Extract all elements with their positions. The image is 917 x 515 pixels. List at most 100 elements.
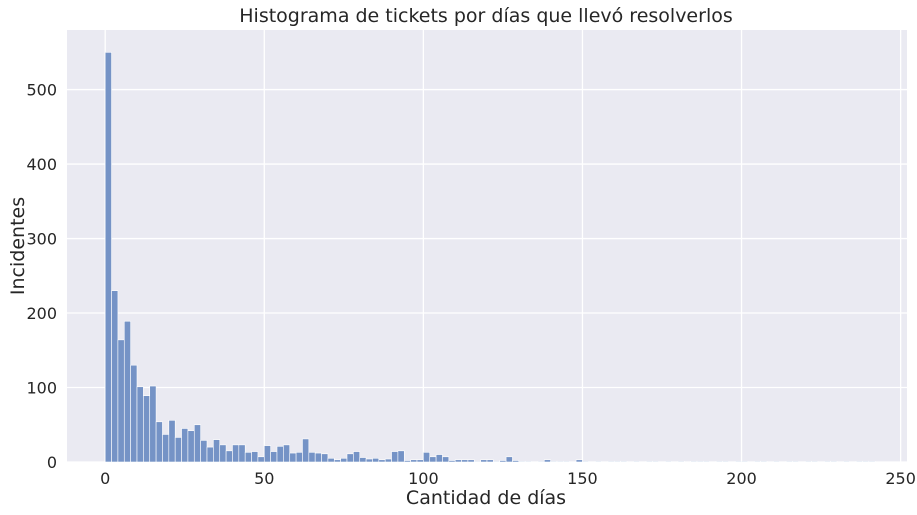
histogram-bar-48	[410, 459, 418, 463]
histogram-bar-9	[162, 434, 170, 463]
histogram-bar-96	[715, 460, 723, 463]
histogram-bar-51	[429, 456, 437, 463]
histogram-bar-24	[257, 456, 265, 463]
histogram-bar-17	[213, 439, 221, 463]
histogram-bar-64	[512, 460, 520, 463]
histogram-bar-80	[613, 460, 621, 463]
chart-title: Histograma de tickets por días que llevó…	[239, 5, 733, 27]
histogram-bar-116	[843, 460, 851, 463]
histogram-bar-25	[263, 445, 271, 463]
histogram-bar-85	[645, 460, 653, 463]
histogram-bar-38	[346, 453, 354, 463]
histogram-bar-35	[327, 457, 335, 463]
histogram-bar-63	[505, 456, 513, 463]
histogram-bar-100	[741, 460, 749, 463]
histogram-bar-19	[225, 450, 233, 463]
histogram-bar-69	[543, 459, 551, 463]
histogram-bar-57	[467, 459, 475, 463]
histogram-bar-56	[461, 459, 469, 463]
histogram-bar-111	[811, 460, 819, 463]
histogram-bar-103	[760, 460, 768, 463]
histogram-bar-120	[868, 460, 876, 463]
histogram-bar-68	[537, 460, 545, 463]
histogram-bar-81	[620, 460, 628, 463]
histogram-bar-119	[862, 460, 870, 463]
x-axis-label: Cantidad de días	[406, 487, 566, 509]
x-tick-label-5: 250	[885, 469, 916, 488]
histogram-bar-13	[187, 430, 195, 463]
histogram-bar-22	[244, 452, 252, 463]
histogram-bar-93	[696, 460, 704, 463]
histogram-bar-97	[722, 460, 730, 463]
histogram-bar-99	[734, 460, 742, 463]
x-tick-label-2: 100	[408, 469, 439, 488]
histogram-bar-0	[104, 52, 112, 463]
histogram-bar-110	[804, 460, 812, 463]
histogram-bar-7	[149, 385, 157, 463]
histogram-bar-5	[136, 386, 144, 463]
histogram-bar-42	[372, 457, 380, 463]
histogram-bar-107	[785, 460, 793, 463]
histogram-bar-14	[193, 424, 201, 463]
x-tick-label-1: 50	[254, 469, 274, 488]
histogram-bar-72	[563, 460, 571, 463]
histogram-bar-16	[206, 446, 214, 463]
histogram-bar-58	[473, 460, 481, 463]
y-axis-ticks: 0 100 200 300 400 500	[26, 81, 57, 472]
histogram-bar-31	[302, 438, 310, 463]
histogram-bar-49	[416, 459, 424, 463]
histogram-bar-41	[365, 458, 373, 463]
histogram-bar-3	[123, 320, 131, 463]
histogram-bar-26	[270, 451, 278, 463]
histogram-bar-34	[321, 453, 329, 463]
histogram-bar-54	[448, 460, 456, 463]
histogram-bar-113	[823, 460, 831, 463]
histogram-bars	[104, 52, 876, 463]
histogram-bar-27	[276, 446, 284, 463]
histogram-bar-36	[333, 459, 341, 463]
x-tick-label-4: 200	[726, 469, 757, 488]
histogram-bar-61	[493, 460, 501, 463]
histogram-bar-55	[454, 459, 462, 463]
histogram-bar-71	[556, 460, 564, 463]
histogram-bar-52	[435, 454, 443, 463]
histogram-bar-90	[677, 460, 685, 463]
histogram-bar-40	[359, 457, 367, 463]
histogram-bar-46	[397, 450, 405, 463]
histogram-bar-66	[524, 460, 532, 463]
histogram-bar-88	[664, 460, 672, 463]
plot-area	[67, 30, 907, 462]
histogram-bar-4	[130, 364, 138, 463]
x-axis-ticks: 0 50 100 150 200 250	[100, 469, 916, 488]
x-tick-label-3: 150	[567, 469, 598, 488]
histogram-bar-92	[690, 460, 698, 463]
histogram-bar-59	[480, 459, 488, 463]
y-tick-label-1: 100	[26, 379, 57, 398]
histogram-bar-108	[792, 460, 800, 463]
histogram-bar-15	[200, 440, 208, 463]
histogram-bar-47	[403, 460, 411, 463]
histogram-bar-94	[703, 460, 711, 463]
histogram-bar-29	[289, 452, 297, 463]
histogram-bar-10	[168, 419, 176, 463]
histogram-bar-74	[575, 459, 583, 463]
y-tick-label-3: 300	[26, 230, 57, 249]
histogram-bar-60	[486, 459, 494, 463]
y-axis-label: Incidentes	[7, 197, 29, 295]
histogram-bar-2	[117, 339, 125, 463]
histogram-bar-32	[308, 452, 316, 463]
histogram-bar-44	[384, 458, 392, 463]
histogram-bar-45	[391, 451, 399, 463]
histogram-bar-39	[353, 451, 361, 463]
histogram-bar-75	[582, 460, 590, 463]
y-tick-label-4: 400	[26, 155, 57, 174]
histogram-bar-114	[830, 460, 838, 463]
histogram-bar-23	[251, 451, 259, 463]
histogram-bar-105	[773, 460, 781, 463]
histogram-bar-70	[550, 460, 558, 463]
histogram-bar-77	[594, 460, 602, 463]
histogram-bar-21	[238, 444, 246, 463]
histogram-bar-83	[633, 460, 641, 463]
y-tick-label-0: 0	[47, 453, 57, 472]
